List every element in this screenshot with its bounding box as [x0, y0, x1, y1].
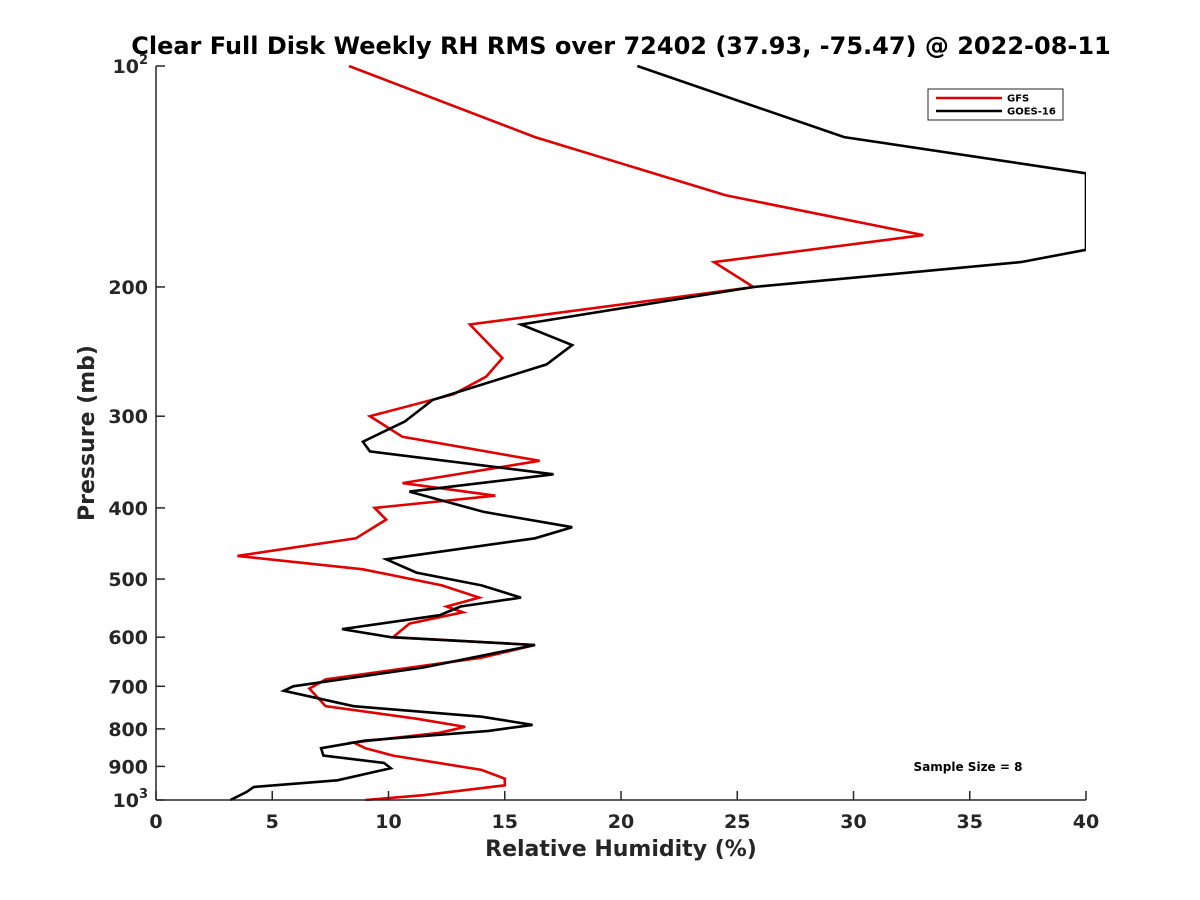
- y-tick-label: 500: [108, 569, 148, 591]
- y-tick-label: 103: [113, 787, 149, 812]
- y-tick-label: 600: [108, 627, 148, 649]
- y-tick-label-base: 10: [113, 790, 139, 812]
- x-tick-label: 10: [375, 811, 401, 833]
- y-tick-label: 800: [108, 719, 148, 741]
- y-tick-label: 300: [108, 406, 148, 428]
- x-tick-label: 30: [840, 811, 866, 833]
- x-tick-label: 20: [608, 811, 634, 833]
- y-tick-label-exponent: 2: [139, 53, 148, 68]
- x-axis-label: Relative Humidity (%): [485, 837, 757, 862]
- y-tick-label: 700: [108, 676, 148, 698]
- series-line-goes-16: [229, 65, 1086, 801]
- y-tick-label: 200: [108, 277, 148, 299]
- series-line-gfs: [237, 65, 924, 801]
- x-tick-label: 40: [1073, 811, 1099, 833]
- legend-label: GOES-16: [1007, 107, 1056, 118]
- y-tick-label: 400: [108, 498, 148, 520]
- y-axis-label: Pressure (mb): [75, 345, 100, 521]
- x-axis-ticks: 0 5 10 15 20 25 30 35 40: [149, 791, 1099, 833]
- x-tick-label: 0: [149, 811, 162, 833]
- legend: GFS GOES-16: [927, 88, 1064, 121]
- x-tick-label: 15: [492, 811, 518, 833]
- y-tick-label: 900: [108, 756, 148, 778]
- plot-area: [229, 65, 1086, 801]
- x-tick-label: 25: [724, 811, 750, 833]
- sample-size-annotation: Sample Size = 8: [914, 760, 1023, 774]
- chart-title: Clear Full Disk Weekly RH RMS over 72402…: [131, 32, 1111, 60]
- series-group: [229, 65, 1086, 801]
- y-tick-label-base: 10: [113, 56, 139, 78]
- y-tick-label: 102: [113, 53, 149, 78]
- y-tick-label-exponent: 3: [139, 787, 148, 802]
- x-tick-label: 35: [957, 811, 983, 833]
- legend-box: [927, 88, 1064, 121]
- legend-label: GFS: [1007, 94, 1029, 105]
- x-tick-label: 5: [266, 811, 279, 833]
